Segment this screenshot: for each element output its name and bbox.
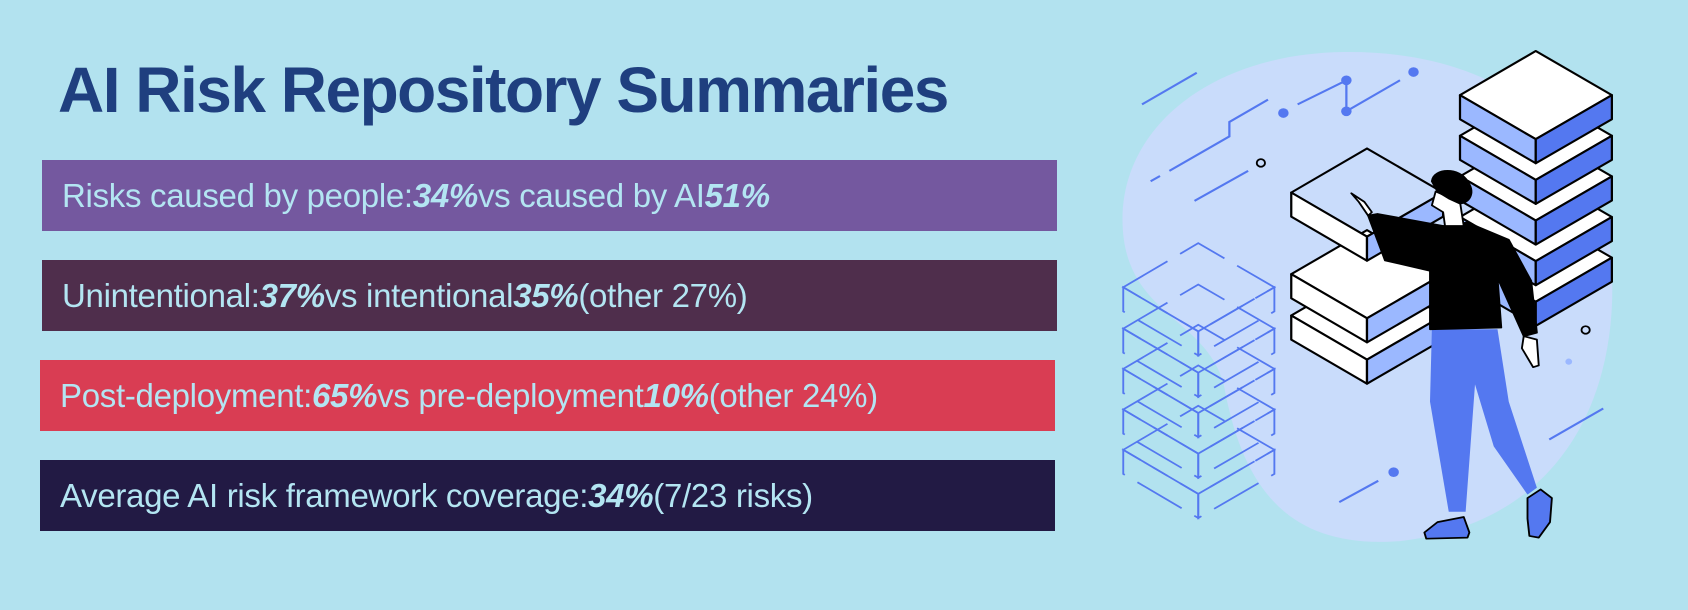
wireframe-stack [1121, 242, 1277, 520]
bar-text: Risks caused by people: [62, 176, 413, 214]
bar-text: (other 24%) [708, 376, 878, 414]
bar-value: 34% [588, 476, 654, 514]
bar-text: vs caused by AI [477, 176, 705, 214]
circuit-dots [1278, 67, 1573, 478]
summary-bar-framework-coverage: Average AI risk framework coverage: 34% … [40, 460, 1055, 531]
wire-block-right [1197, 327, 1276, 399]
bar-text: Unintentional: [62, 276, 260, 314]
block-right [1534, 134, 1613, 205]
bar-value: 51% [704, 176, 770, 214]
bar-text: Post-deployment: [60, 376, 312, 414]
hand [1520, 335, 1540, 369]
block-right [1534, 175, 1613, 246]
block-right [1534, 94, 1613, 165]
wire-block-right [1197, 407, 1276, 480]
bar-text: vs pre-deployment [377, 376, 644, 414]
wire-block-right [1197, 448, 1276, 520]
bar-value: 37% [259, 276, 325, 314]
wire-block-right [1197, 367, 1276, 439]
hand-pointing [1350, 192, 1373, 217]
page-title: AI Risk Repository Summaries [58, 54, 949, 126]
shoe-left [1423, 516, 1471, 540]
summary-bar-people-vs-ai: Risks caused by people: 34% vs caused by… [42, 160, 1057, 231]
bar-text: vs intentional [324, 276, 514, 314]
bar-value: 10% [643, 376, 709, 414]
block-right [1534, 215, 1613, 287]
bar-text: (other 27%) [578, 276, 748, 314]
wire-block-right [1197, 285, 1276, 358]
summary-bar-intent: Unintentional: 37% vs intentional 35% (o… [42, 260, 1057, 331]
person-with-data-stacks-illustration [1121, 49, 1613, 542]
person-icon [1350, 170, 1553, 540]
pants [1430, 329, 1537, 512]
summary-bar-timing: Post-deployment: 65% vs pre-deployment 1… [40, 360, 1055, 431]
circuit-lines [1141, 71, 1604, 504]
bar-text: Average AI risk framework coverage: [60, 476, 589, 514]
bar-value: 35% [513, 276, 579, 314]
bar-text: (7/23 risks) [653, 476, 813, 514]
bar-value: 65% [312, 376, 378, 414]
wire-block-left [1122, 448, 1200, 520]
hair [1430, 170, 1473, 205]
shoe-right [1526, 488, 1553, 539]
bar-value: 34% [412, 176, 478, 214]
